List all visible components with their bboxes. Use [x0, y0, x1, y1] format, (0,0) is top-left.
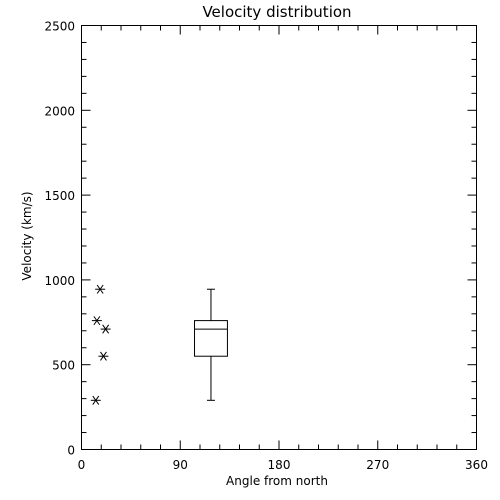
y-tick-label: 500: [52, 359, 75, 373]
scatter-point: [98, 351, 109, 361]
x-tick-label: 360: [465, 458, 488, 472]
x-tick-label: 90: [173, 458, 188, 472]
y-tick-label: 2500: [44, 20, 75, 34]
x-tick-label: 180: [268, 458, 291, 472]
x-tick-label: 0: [78, 458, 86, 472]
plot-frame: [81, 25, 477, 450]
x-tick-label: 270: [366, 458, 389, 472]
scatter-point: [91, 316, 102, 326]
scatter-point: [100, 324, 111, 334]
axis-ticks: [81, 25, 477, 450]
chart-title: Velocity distribution: [202, 3, 351, 21]
x-axis-label: Angle from north: [226, 474, 328, 488]
scatter-point: [95, 284, 106, 294]
scatter-point: [90, 395, 101, 405]
y-axis-label: Velocity (km/s): [20, 191, 34, 280]
y-tick-label: 2000: [44, 104, 75, 118]
y-tick-label: 0: [67, 444, 75, 458]
boxplot-box: [194, 320, 228, 357]
x-tick-labels: 0 90 180 270 360: [78, 458, 488, 472]
y-tick-label: 1500: [44, 189, 75, 203]
data-marks: [90, 284, 228, 405]
y-tick-labels: 0 500 1000 1500 2000 2500: [44, 20, 75, 458]
y-tick-label: 1000: [44, 274, 75, 288]
